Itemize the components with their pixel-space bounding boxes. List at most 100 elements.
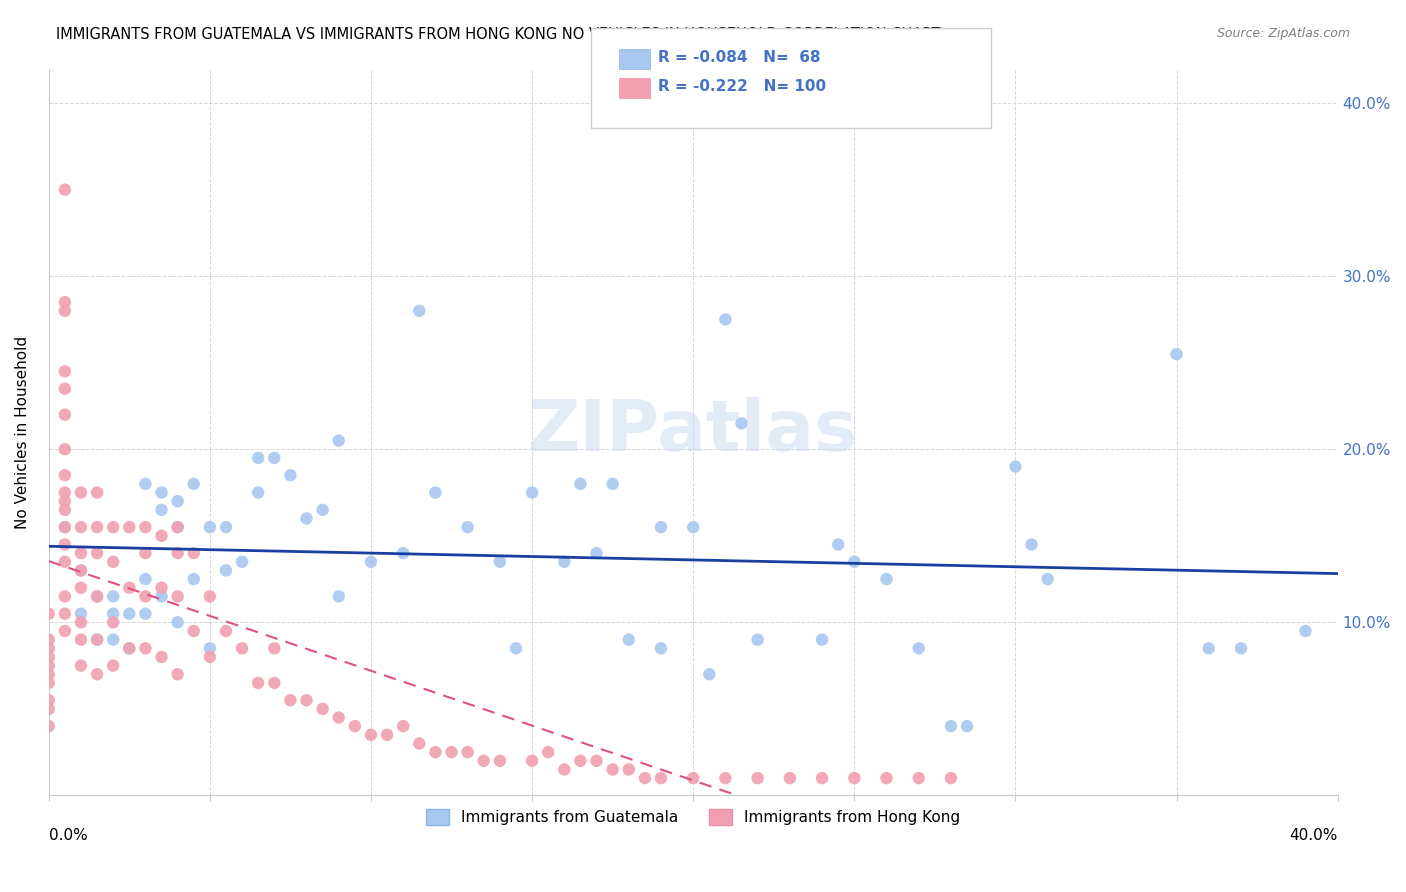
- Point: [263, 450, 285, 465]
- Point: [86, 632, 108, 647]
- Point: [86, 520, 108, 534]
- Point: [360, 555, 382, 569]
- Point: [70, 546, 93, 560]
- Point: [247, 485, 270, 500]
- Point: [134, 572, 156, 586]
- Point: [198, 520, 221, 534]
- Point: [166, 590, 188, 604]
- Point: [38, 667, 60, 681]
- Point: [53, 590, 76, 604]
- Point: [70, 520, 93, 534]
- Point: [247, 450, 270, 465]
- Point: [166, 520, 188, 534]
- Point: [553, 763, 575, 777]
- Point: [392, 719, 415, 733]
- Point: [134, 520, 156, 534]
- Text: R = -0.222   N= 100: R = -0.222 N= 100: [658, 79, 827, 94]
- Point: [425, 485, 447, 500]
- Point: [53, 624, 76, 638]
- Point: [939, 719, 962, 733]
- Point: [86, 590, 108, 604]
- Point: [1198, 641, 1220, 656]
- Point: [183, 572, 205, 586]
- Point: [650, 520, 672, 534]
- Point: [215, 563, 238, 577]
- Point: [38, 693, 60, 707]
- Point: [70, 563, 93, 577]
- Point: [86, 667, 108, 681]
- Point: [553, 555, 575, 569]
- Point: [811, 632, 834, 647]
- Point: [103, 658, 125, 673]
- Point: [617, 632, 640, 647]
- Point: [183, 624, 205, 638]
- Point: [714, 312, 737, 326]
- Point: [408, 737, 430, 751]
- Point: [53, 364, 76, 378]
- Point: [38, 607, 60, 621]
- Point: [53, 295, 76, 310]
- Point: [53, 382, 76, 396]
- Point: [489, 555, 512, 569]
- Point: [118, 641, 141, 656]
- Point: [617, 763, 640, 777]
- Point: [38, 632, 60, 647]
- Point: [183, 546, 205, 560]
- Point: [70, 581, 93, 595]
- Point: [38, 676, 60, 690]
- Point: [537, 745, 560, 759]
- Point: [375, 728, 398, 742]
- Point: [844, 771, 866, 785]
- Point: [280, 468, 302, 483]
- Text: IMMIGRANTS FROM GUATEMALA VS IMMIGRANTS FROM HONG KONG NO VEHICLES IN HOUSEHOLD : IMMIGRANTS FROM GUATEMALA VS IMMIGRANTS …: [56, 27, 941, 42]
- Point: [86, 632, 108, 647]
- Point: [118, 641, 141, 656]
- Point: [1021, 537, 1043, 551]
- Point: [166, 667, 188, 681]
- Point: [150, 529, 173, 543]
- Text: ZIPatlas: ZIPatlas: [529, 398, 858, 467]
- Point: [956, 719, 979, 733]
- Point: [53, 183, 76, 197]
- Point: [134, 476, 156, 491]
- Point: [215, 520, 238, 534]
- Point: [215, 624, 238, 638]
- Point: [86, 546, 108, 560]
- Point: [53, 537, 76, 551]
- Point: [103, 632, 125, 647]
- Point: [311, 702, 333, 716]
- Point: [118, 607, 141, 621]
- Point: [53, 494, 76, 508]
- Point: [425, 745, 447, 759]
- Point: [70, 632, 93, 647]
- Point: [38, 649, 60, 664]
- Point: [118, 520, 141, 534]
- Point: [939, 771, 962, 785]
- Point: [634, 771, 657, 785]
- Point: [247, 676, 270, 690]
- Point: [1294, 624, 1316, 638]
- Point: [311, 503, 333, 517]
- Point: [907, 771, 929, 785]
- Point: [682, 520, 704, 534]
- Point: [53, 503, 76, 517]
- Point: [1004, 459, 1026, 474]
- Point: [602, 476, 624, 491]
- Y-axis label: No Vehicles in Household: No Vehicles in Household: [15, 335, 30, 529]
- Point: [53, 468, 76, 483]
- Point: [457, 520, 479, 534]
- Point: [231, 555, 253, 569]
- Point: [103, 607, 125, 621]
- Point: [103, 555, 125, 569]
- Point: [86, 590, 108, 604]
- Point: [602, 763, 624, 777]
- Point: [650, 771, 672, 785]
- Point: [38, 641, 60, 656]
- Point: [118, 581, 141, 595]
- Point: [53, 520, 76, 534]
- Point: [198, 641, 221, 656]
- Text: Source: ZipAtlas.com: Source: ZipAtlas.com: [1216, 27, 1350, 40]
- Point: [520, 754, 543, 768]
- Point: [472, 754, 495, 768]
- Point: [166, 520, 188, 534]
